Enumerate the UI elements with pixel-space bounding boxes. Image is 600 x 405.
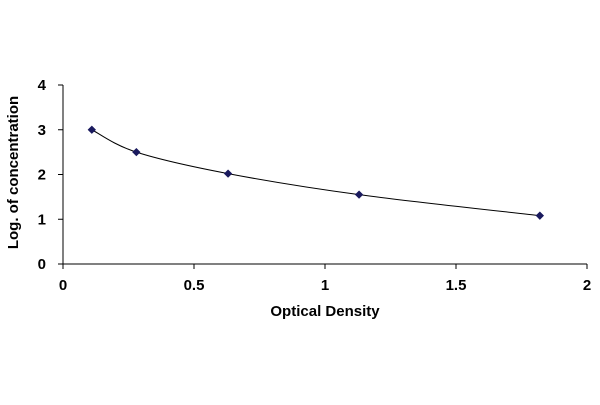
y-ticks: 0 1 2 3 4 [38,77,63,273]
data-point [535,211,545,220]
x-tick-label: 2 [583,277,591,294]
data-point [223,169,233,178]
x-tick-label: 0.5 [184,277,205,294]
y-tick-label: 0 [38,256,46,273]
axes [62,85,587,265]
data-point [132,147,141,157]
data-point [354,190,364,199]
series-curve [91,129,540,217]
x-tick-label: 0 [59,277,67,294]
y-axis-title: Log. of concentration [5,96,22,249]
data-point [87,125,96,134]
x-tick-label: 1.5 [446,277,467,294]
data-points [87,125,545,220]
y-tick-label: 1 [38,211,46,228]
y-tick-label: 2 [38,167,46,184]
series-line [91,129,540,217]
x-ticks: 0 0.5 1 1.5 2 [59,264,591,294]
y-tick-label: 4 [38,77,47,94]
y-tick-label: 3 [38,122,46,139]
x-tick-label: 1 [321,277,329,294]
x-axis-title: Optical Density [270,303,380,320]
